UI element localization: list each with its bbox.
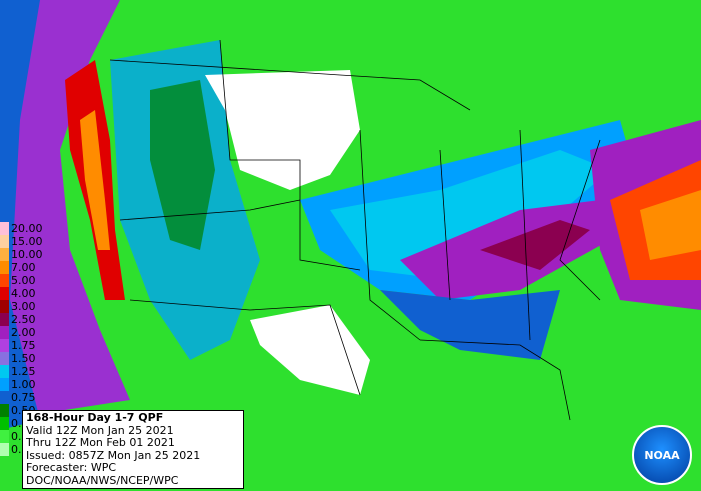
central-band-light [330, 150, 610, 280]
legend-swatch [0, 378, 9, 391]
legend-swatch [0, 222, 9, 235]
legend-row: 1.50 [0, 352, 43, 365]
legend-swatch [0, 300, 9, 313]
atlantic-orange [640, 190, 701, 260]
legend-row: 7.00 [0, 261, 43, 274]
legend-swatch [0, 274, 9, 287]
legend-row: 4.00 [0, 287, 43, 300]
info-line: Thru 12Z Mon Feb 01 2021 [26, 436, 175, 449]
legend-row: 2.00 [0, 326, 43, 339]
legend-label: 5.00 [11, 274, 36, 287]
info-line: Valid 12Z Mon Jan 25 2021 [26, 423, 174, 437]
legend-swatch [0, 261, 9, 274]
legend-swatch [0, 287, 9, 300]
legend-label: 2.00 [11, 326, 36, 339]
legend-label: 15.00 [11, 235, 43, 248]
legend-swatch [0, 417, 9, 430]
legend-swatch [0, 313, 9, 326]
legend-row: 1.75 [0, 339, 43, 352]
legend-swatch [0, 443, 9, 456]
legend-swatch [0, 365, 9, 378]
legend-label: 10.00 [11, 248, 43, 261]
info-line: DOC/NOAA/NWS/NCEP/WPC [26, 473, 179, 487]
legend-row: 3.00 [0, 300, 43, 313]
legend-row: 2.50 [0, 313, 43, 326]
rockies-green [150, 80, 215, 250]
legend-label: 1.00 [11, 378, 36, 391]
pacific-moderate [0, 0, 40, 430]
legend-swatch [0, 326, 9, 339]
legend-label: 4.00 [11, 287, 36, 300]
info-box: 168-Hour Day 1-7 QPF Valid 12Z Mon Jan 2… [22, 410, 244, 489]
legend-swatch [0, 235, 9, 248]
southeast-heavy [480, 220, 590, 270]
legend-row: 20.00 [0, 222, 43, 235]
legend-row: 10.00 [0, 248, 43, 261]
legend-row: 15.00 [0, 235, 43, 248]
legend-label: 1.75 [11, 339, 36, 352]
west-coast-orange [80, 110, 110, 250]
info-title: 168-Hour Day 1-7 QPF [26, 411, 164, 424]
legend-row: 5.00 [0, 274, 43, 287]
legend-label: 2.50 [11, 313, 36, 326]
legend-swatch [0, 391, 9, 404]
legend-swatch [0, 339, 9, 352]
texas-dry [250, 305, 370, 395]
legend-label: 0.75 [11, 391, 36, 404]
legend-label: 1.25 [11, 365, 36, 378]
gulf-coast [380, 290, 560, 360]
pacific-heavy [0, 0, 130, 420]
legend-swatch [0, 430, 9, 443]
legend-swatch [0, 248, 9, 261]
info-line: Issued: 0857Z Mon Jan 25 2021 [26, 448, 201, 462]
legend-row: 0.75 [0, 391, 43, 404]
boundaries [109, 39, 601, 421]
legend-swatch [0, 352, 9, 365]
legend-swatch [0, 404, 9, 417]
legend-row: 1.00 [0, 378, 43, 391]
legend-label: 20.00 [11, 222, 43, 235]
legend-label: 1.50 [11, 352, 36, 365]
legend-label: 7.00 [11, 261, 36, 274]
legend-label: 3.00 [11, 300, 36, 313]
legend-row: 1.25 [0, 365, 43, 378]
info-line: Forecaster: WPC [26, 461, 117, 474]
noaa-logo: NOAA [632, 425, 692, 485]
